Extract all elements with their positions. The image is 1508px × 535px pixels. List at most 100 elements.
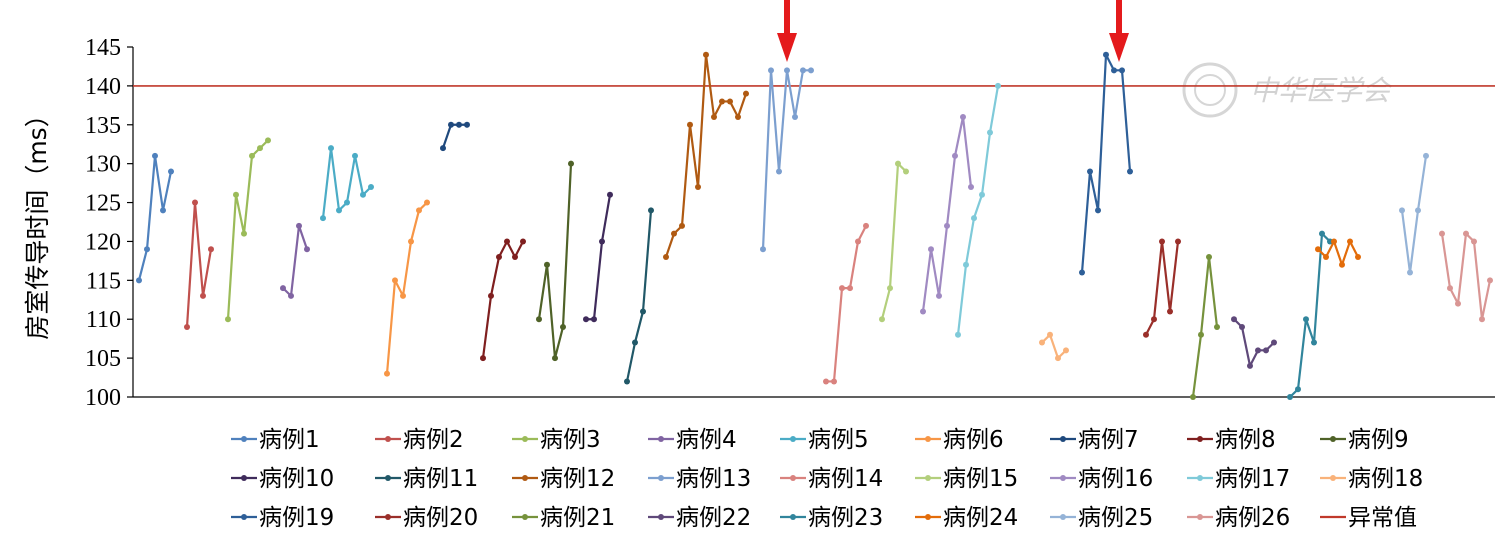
data-point — [968, 184, 974, 190]
data-point — [599, 238, 605, 245]
data-point — [249, 152, 255, 159]
data-point — [1463, 230, 1469, 237]
series-11 — [624, 207, 654, 385]
data-point — [520, 238, 526, 245]
data-point — [1206, 254, 1212, 260]
series-7 — [440, 121, 470, 152]
legend-label: 病例14 — [808, 466, 883, 492]
series-16 — [920, 114, 974, 315]
data-point — [1271, 339, 1277, 346]
arrow-head — [777, 33, 797, 62]
series-line — [282, 224, 309, 297]
data-point — [1319, 230, 1325, 237]
legend-swatch-marker — [1330, 475, 1336, 481]
y-tick-label: 115 — [86, 268, 121, 294]
y-tick-label: 135 — [85, 113, 121, 139]
legend-item-25: 病例25 — [1050, 505, 1153, 531]
series-24 — [1315, 238, 1361, 268]
data-point — [879, 316, 885, 323]
series-line — [1400, 155, 1428, 274]
data-point — [1255, 347, 1261, 354]
data-point — [1175, 238, 1181, 245]
series-17 — [955, 82, 1001, 338]
data-point — [1079, 269, 1085, 276]
data-point — [792, 114, 798, 120]
series-line — [625, 210, 653, 382]
data-point — [392, 277, 398, 284]
legend-item-26: 病例26 — [1187, 505, 1290, 531]
watermark-emblem-icon — [1182, 62, 1238, 118]
data-point — [1479, 316, 1485, 323]
legend-swatch-marker — [522, 436, 528, 442]
legend-item-16: 病例16 — [1050, 466, 1153, 492]
data-point — [711, 114, 717, 120]
data-point — [536, 316, 542, 323]
series-26 — [1439, 230, 1493, 323]
data-point — [1063, 347, 1069, 354]
series-line — [1317, 240, 1359, 266]
legend-item-20: 病例20 — [375, 505, 478, 531]
y-tick-label: 100 — [85, 385, 121, 411]
series-2 — [184, 199, 214, 330]
data-point — [679, 222, 685, 229]
data-point — [136, 277, 142, 284]
data-point — [416, 207, 422, 214]
data-point — [955, 331, 961, 338]
data-point — [288, 292, 294, 299]
legend-item-9: 病例9 — [1320, 427, 1409, 453]
data-point — [895, 160, 901, 167]
legend-swatch-marker — [790, 436, 796, 442]
data-point — [1415, 207, 1421, 214]
data-point — [1355, 254, 1361, 260]
series-line — [761, 69, 811, 250]
legend-item-19: 病例19 — [231, 505, 334, 531]
plot-area — [136, 51, 1493, 400]
data-point — [233, 191, 239, 198]
series-3 — [225, 137, 271, 323]
legend-swatch-marker — [1060, 436, 1066, 442]
data-point — [344, 199, 350, 206]
data-point — [1214, 324, 1220, 330]
data-point — [225, 316, 231, 323]
legend-label: 病例10 — [259, 466, 334, 492]
series-line — [185, 201, 213, 328]
data-point — [1315, 246, 1321, 253]
data-point — [1151, 316, 1157, 323]
data-point — [241, 230, 247, 237]
data-point — [808, 67, 814, 74]
y-axis-label: 房室传导时间（ms） — [23, 102, 52, 339]
legend-swatch-marker — [1197, 475, 1203, 481]
series-line — [1041, 333, 1067, 360]
legend-swatch-marker — [1197, 514, 1203, 520]
data-point — [296, 222, 302, 229]
data-point — [863, 222, 869, 229]
data-point — [687, 121, 693, 128]
data-point — [448, 121, 454, 128]
legend: 病例1 病例2 病例3 病例4 病例5 病例6 病例7 病例8 病例9 病例10 病例11 病例12 病… — [231, 427, 1423, 531]
legend-item-4: 病例4 — [648, 427, 737, 453]
red-arrow-1 — [777, 0, 797, 62]
legend-label: 病例8 — [1215, 427, 1276, 453]
data-point — [823, 378, 829, 385]
data-point — [928, 246, 934, 253]
data-point — [632, 339, 638, 346]
data-point — [1287, 394, 1293, 400]
legend-label: 病例9 — [1348, 427, 1409, 453]
legend-swatch-marker — [385, 475, 391, 481]
y-axis-ticks: 100 105 110 115 120 125 130 135 140 145 — [85, 35, 133, 411]
data-point — [743, 90, 749, 97]
data-point — [987, 129, 993, 136]
data-point — [328, 145, 334, 152]
legend-swatch-marker — [241, 475, 247, 481]
data-point — [192, 199, 198, 206]
legend-item-13: 病例13 — [648, 466, 751, 492]
legend-label: 病例21 — [540, 505, 615, 531]
data-point — [671, 230, 677, 237]
data-point — [1231, 316, 1237, 323]
legend-swatch-marker — [925, 475, 931, 481]
data-point — [512, 254, 518, 260]
legend-label: 病例26 — [1215, 505, 1290, 531]
legend-item-10: 病例10 — [231, 466, 334, 492]
legend-swatch-marker — [1197, 436, 1203, 442]
legend-item-15: 病例15 — [915, 466, 1018, 492]
